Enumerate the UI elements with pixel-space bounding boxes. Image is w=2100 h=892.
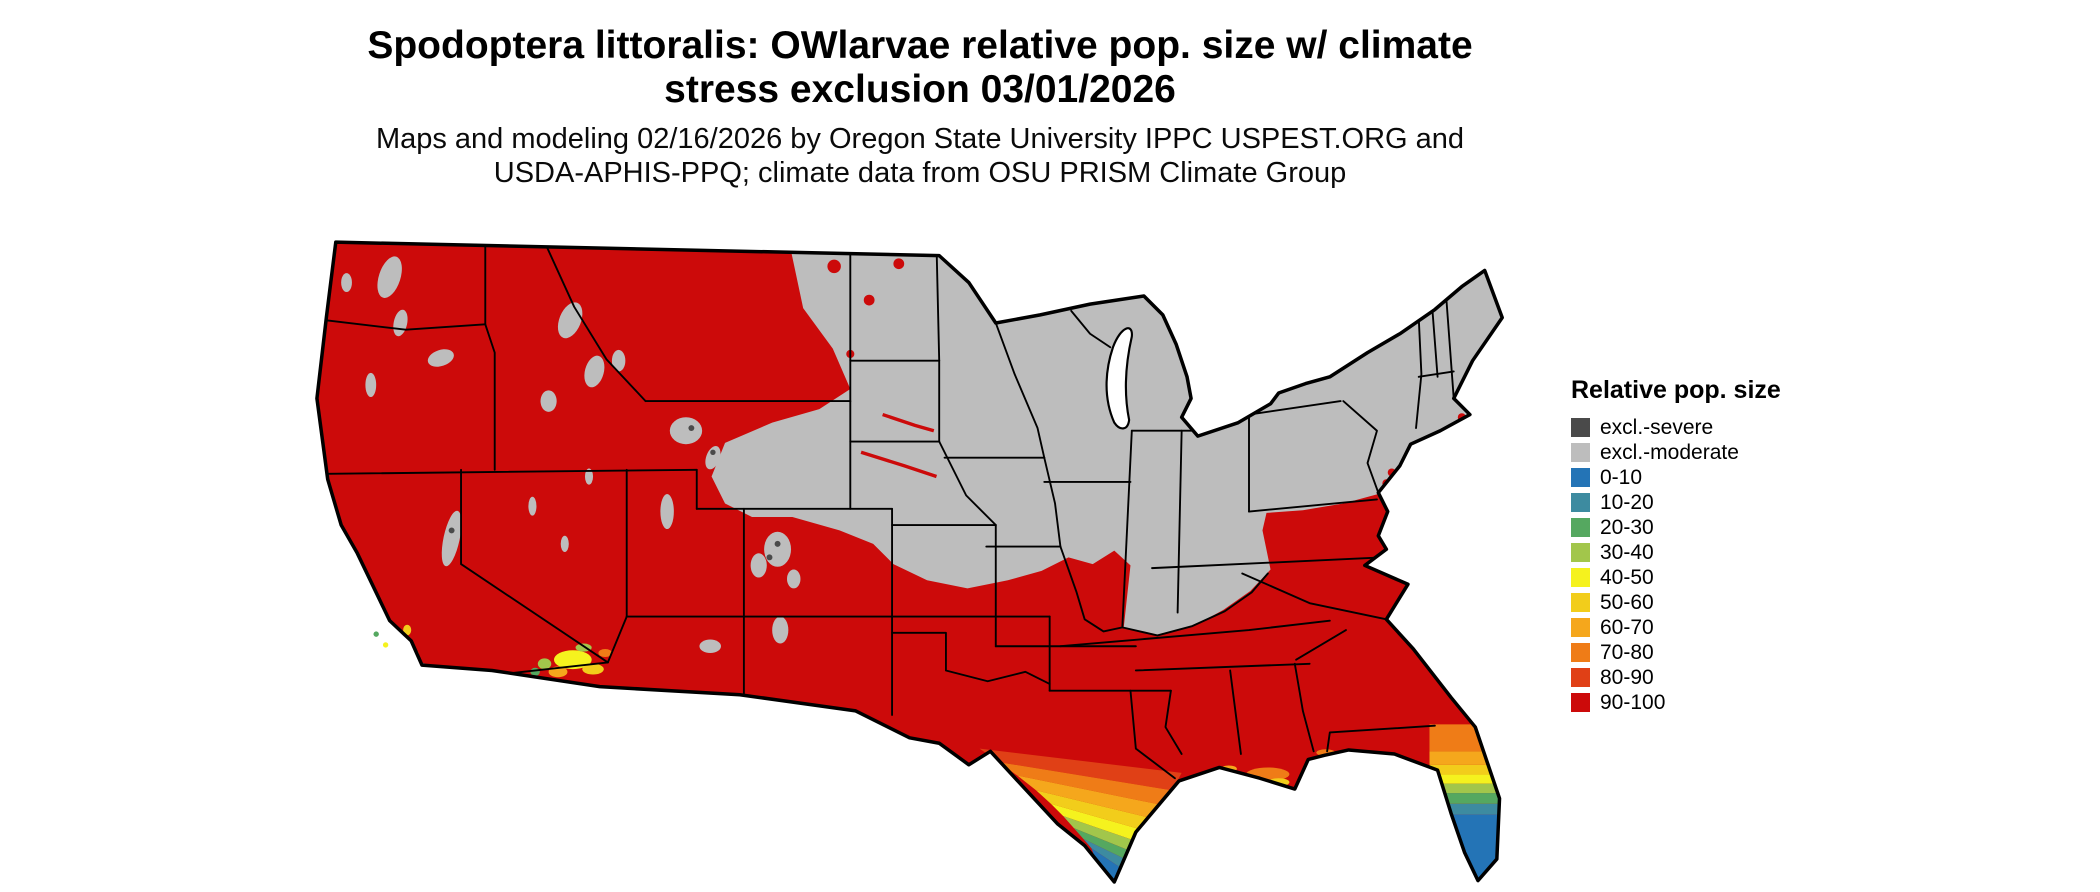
legend-label: 50-60 xyxy=(1600,590,1654,614)
legend-swatch xyxy=(1571,668,1590,687)
severe-exclusion-dots xyxy=(448,425,781,561)
legend: Relative pop. size excl.-severe excl.-mo… xyxy=(1571,376,1781,715)
legend-label: excl.-severe xyxy=(1600,415,1714,439)
lake-michigan xyxy=(1105,327,1133,430)
legend-label: 40-50 xyxy=(1600,565,1654,589)
population-bands-texas xyxy=(979,748,1182,882)
legend-title: Relative pop. size xyxy=(1571,376,1781,404)
legend-row: 50-60 xyxy=(1571,590,1781,615)
map-subtitle-line1: Maps and modeling 02/16/2026 by Oregon S… xyxy=(375,123,1465,155)
legend-row: 30-40 xyxy=(1571,540,1781,565)
legend-swatch xyxy=(1571,518,1590,537)
legend-label: 90-100 xyxy=(1600,690,1666,714)
legend-label: 20-30 xyxy=(1600,515,1654,539)
legend-swatch xyxy=(1571,443,1590,462)
channel-islands-dots xyxy=(373,631,389,648)
legend-label: 80-90 xyxy=(1600,665,1654,689)
legend-swatch xyxy=(1571,643,1590,662)
map-subtitle: Maps and modeling 02/16/2026 by Oregon S… xyxy=(0,122,1840,190)
legend-row: 60-70 xyxy=(1571,615,1781,640)
legend-swatch xyxy=(1571,568,1590,587)
legend-swatch xyxy=(1571,543,1590,562)
map-subtitle-line2: USDA-APHIS-PPQ; climate data from OSU PR… xyxy=(493,157,1347,190)
legend-row: excl.-severe xyxy=(1571,415,1781,440)
legend-row: 10-20 xyxy=(1571,490,1781,515)
legend-label: 60-70 xyxy=(1600,615,1654,639)
legend-row: 70-80 xyxy=(1571,640,1781,665)
legend-swatch xyxy=(1571,593,1590,612)
legend-row: 80-90 xyxy=(1571,665,1781,690)
legend-swatch xyxy=(1571,418,1590,437)
legend-label: 30-40 xyxy=(1600,540,1654,564)
legend-label: 70-80 xyxy=(1600,640,1654,664)
legend-row: 20-30 xyxy=(1571,515,1781,540)
legend-row: 40-50 xyxy=(1571,565,1781,590)
map-title-line1: Spodoptera littoralis: OWlarvae relative… xyxy=(367,24,1473,67)
map-title: Spodoptera littoralis: OWlarvae relative… xyxy=(0,24,1840,111)
us-map xyxy=(315,240,1504,884)
legend-row: 0-10 xyxy=(1571,465,1781,490)
legend-swatch xyxy=(1571,618,1590,637)
legend-label: 10-20 xyxy=(1600,490,1654,514)
legend-swatch xyxy=(1571,693,1590,712)
legend-swatch xyxy=(1571,468,1590,487)
legend-swatch xyxy=(1571,493,1590,512)
us-outline xyxy=(315,240,1504,884)
map-title-line2: stress exclusion 03/01/2026 xyxy=(664,67,1176,111)
legend-row: 90-100 xyxy=(1571,690,1781,715)
state-borders xyxy=(325,243,1455,780)
legend-row: excl.-moderate xyxy=(1571,440,1781,465)
legend-items: excl.-severe excl.-moderate 0-10 10-20 2… xyxy=(1571,415,1781,715)
legend-label: 0-10 xyxy=(1600,465,1643,489)
legend-label: excl.-moderate xyxy=(1600,440,1739,464)
population-bands-florida xyxy=(1429,724,1503,882)
